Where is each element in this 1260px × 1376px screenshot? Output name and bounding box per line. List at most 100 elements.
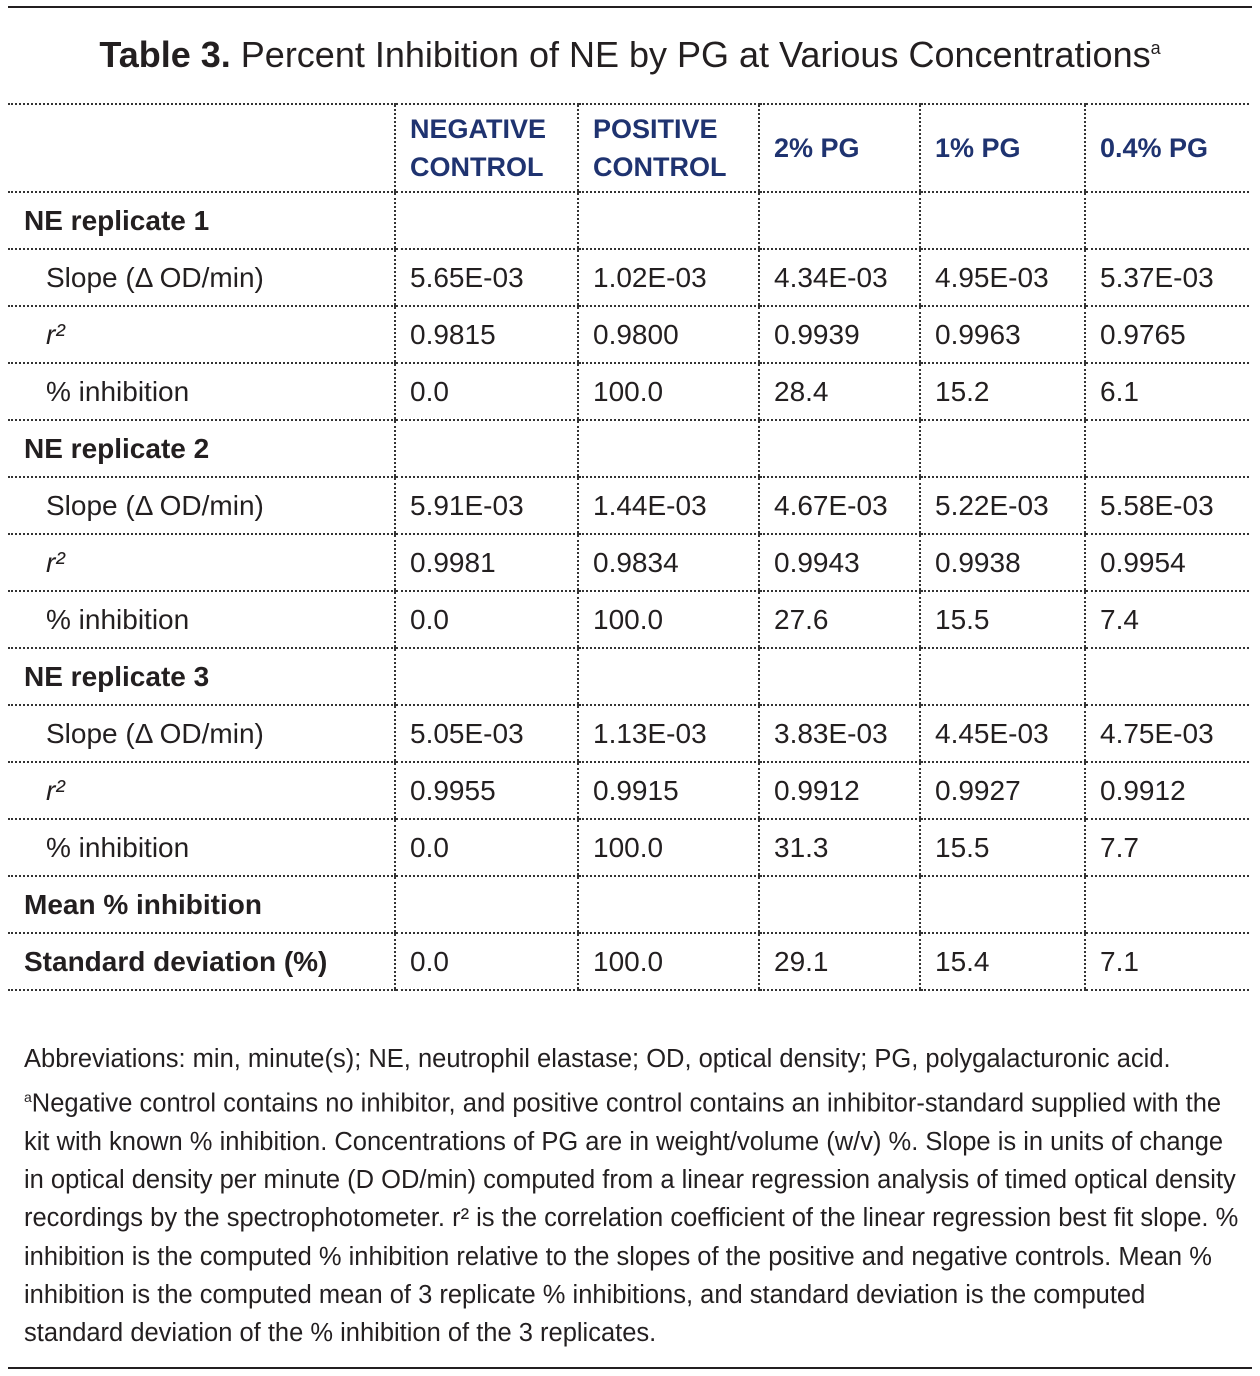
row-label: % inhibition <box>8 362 395 421</box>
row-label: Slope (Δ OD/min) <box>8 476 395 535</box>
table-cell: 15.4 <box>919 932 1085 991</box>
table-row: % inhibition 0.0 100.0 27.6 15.5 7.4 <box>8 590 1249 649</box>
table-cell: 100.0 <box>577 590 759 649</box>
table-cell <box>919 875 1085 934</box>
table-cell <box>394 647 578 706</box>
table-cell: 4.45E-03 <box>919 704 1085 763</box>
table-cell: 4.67E-03 <box>758 476 920 535</box>
table-row: NE replicate 2 <box>8 419 1249 478</box>
table-cell: 5.65E-03 <box>394 248 578 307</box>
table-cell: 15.5 <box>919 590 1085 649</box>
data-table: NEGATIVE CONTROL POSITIVE CONTROL 2% PG 1% … <box>8 103 1249 991</box>
row-label: Standard deviation (%) <box>8 932 395 991</box>
table-row: r² 0.9815 0.9800 0.9939 0.9963 0.9765 <box>8 305 1249 364</box>
table-row: Slope (Δ OD/min) 5.65E-03 1.02E-03 4.34E-03… <box>8 248 1249 307</box>
table-cell: 1.44E-03 <box>577 476 759 535</box>
table-cell: 28.4 <box>758 362 920 421</box>
table-row: % inhibition 0.0 100.0 28.4 15.2 6.1 <box>8 362 1249 421</box>
table-cell: 0.9927 <box>919 761 1085 820</box>
table-cell: 0.9765 <box>1084 305 1249 364</box>
table-row: Mean % inhibition <box>8 875 1249 934</box>
header-row: NEGATIVE CONTROL POSITIVE CONTROL 2% PG 1% … <box>8 103 1249 193</box>
table-cell <box>1084 191 1249 250</box>
table-cell: 5.37E-03 <box>1084 248 1249 307</box>
table-cell: 0.0 <box>394 362 578 421</box>
table-title-text: Percent Inhibition of NE by PG at Variou… <box>240 34 1151 75</box>
table-cell <box>394 419 578 478</box>
table-cell: 0.9939 <box>758 305 920 364</box>
table-cell <box>394 191 578 250</box>
footnote-marker: a <box>24 1089 32 1106</box>
table-cell: 7.4 <box>1084 590 1249 649</box>
footnote: Abbreviations: min, minute(s); NE, neutr… <box>24 1040 1242 1352</box>
table-cell: 7.1 <box>1084 932 1249 991</box>
table-cell <box>1084 875 1249 934</box>
row-label: r² <box>8 533 395 592</box>
table-cell: 5.58E-03 <box>1084 476 1249 535</box>
table-cell <box>919 419 1085 478</box>
table-cell <box>577 647 759 706</box>
row-label: r² <box>8 761 395 820</box>
table-cell: 100.0 <box>577 818 759 877</box>
row-label: % inhibition <box>8 818 395 877</box>
row-label: r² <box>8 305 395 364</box>
table-cell: 4.34E-03 <box>758 248 920 307</box>
table-cell: 0.9912 <box>1084 761 1249 820</box>
table-cell <box>577 419 759 478</box>
table-cell <box>577 875 759 934</box>
row-label: Slope (Δ OD/min) <box>8 248 395 307</box>
table-cell: 0.9800 <box>577 305 759 364</box>
footnote-a: aNegative control contains no inhibitor,… <box>24 1078 1242 1352</box>
table-cell: 5.91E-03 <box>394 476 578 535</box>
table-cell <box>919 191 1085 250</box>
table-cell: 1.02E-03 <box>577 248 759 307</box>
row-label: Slope (Δ OD/min) <box>8 704 395 763</box>
row-label: % inhibition <box>8 590 395 649</box>
table-title: Table 3. Percent Inhibition of NE by PG … <box>0 34 1260 76</box>
row-label: NE replicate 3 <box>8 647 395 706</box>
table-cell: 0.9954 <box>1084 533 1249 592</box>
table-row: r² 0.9981 0.9834 0.9943 0.9938 0.9954 <box>8 533 1249 592</box>
table-row: r² 0.9955 0.9915 0.9912 0.9927 0.9912 <box>8 761 1249 820</box>
table-row: Slope (Δ OD/min) 5.05E-03 1.13E-03 3.83E-03… <box>8 704 1249 763</box>
table-cell <box>1084 419 1249 478</box>
table-cell: 0.9915 <box>577 761 759 820</box>
table-cell: 5.05E-03 <box>394 704 578 763</box>
table-cell: 3.83E-03 <box>758 704 920 763</box>
abbreviations: Abbreviations: min, minute(s); NE, neutr… <box>24 1045 1171 1073</box>
table-cell: 0.9963 <box>919 305 1085 364</box>
table-cell: 100.0 <box>577 362 759 421</box>
column-header: 2% PG <box>758 103 920 193</box>
table-cell: 27.6 <box>758 590 920 649</box>
table-row: NE replicate 1 <box>8 191 1249 250</box>
table-cell: 4.95E-03 <box>919 248 1085 307</box>
table-cell <box>577 191 759 250</box>
table-cell <box>758 647 920 706</box>
table-row: % inhibition 0.0 100.0 31.3 15.5 7.7 <box>8 818 1249 877</box>
bottom-rule <box>8 1367 1252 1369</box>
table-cell: 31.3 <box>758 818 920 877</box>
column-header: NEGATIVE CONTROL <box>394 103 578 193</box>
table-cell: 15.2 <box>919 362 1085 421</box>
table-cell: 15.5 <box>919 818 1085 877</box>
column-header: 0.4% PG <box>1084 103 1249 193</box>
table-cell: 0.9912 <box>758 761 920 820</box>
table-cell: 0.0 <box>394 590 578 649</box>
table-cell: 0.9834 <box>577 533 759 592</box>
table-cell: 100.0 <box>577 932 759 991</box>
table-cell: 0.9955 <box>394 761 578 820</box>
top-rule <box>8 6 1252 8</box>
table-cell: 7.7 <box>1084 818 1249 877</box>
table-cell <box>758 875 920 934</box>
table-cell: 0.9815 <box>394 305 578 364</box>
table-row: Slope (Δ OD/min) 5.91E-03 1.44E-03 4.67E-03… <box>8 476 1249 535</box>
table-cell: 0.9943 <box>758 533 920 592</box>
table-number: Table 3. <box>99 34 231 75</box>
table-row: NE replicate 3 <box>8 647 1249 706</box>
table-cell: 5.22E-03 <box>919 476 1085 535</box>
table-cell: 1.13E-03 <box>577 704 759 763</box>
column-header: POSITIVE CONTROL <box>577 103 759 193</box>
table-cell: 0.9981 <box>394 533 578 592</box>
row-label: NE replicate 2 <box>8 419 395 478</box>
table-cell: 0.9938 <box>919 533 1085 592</box>
